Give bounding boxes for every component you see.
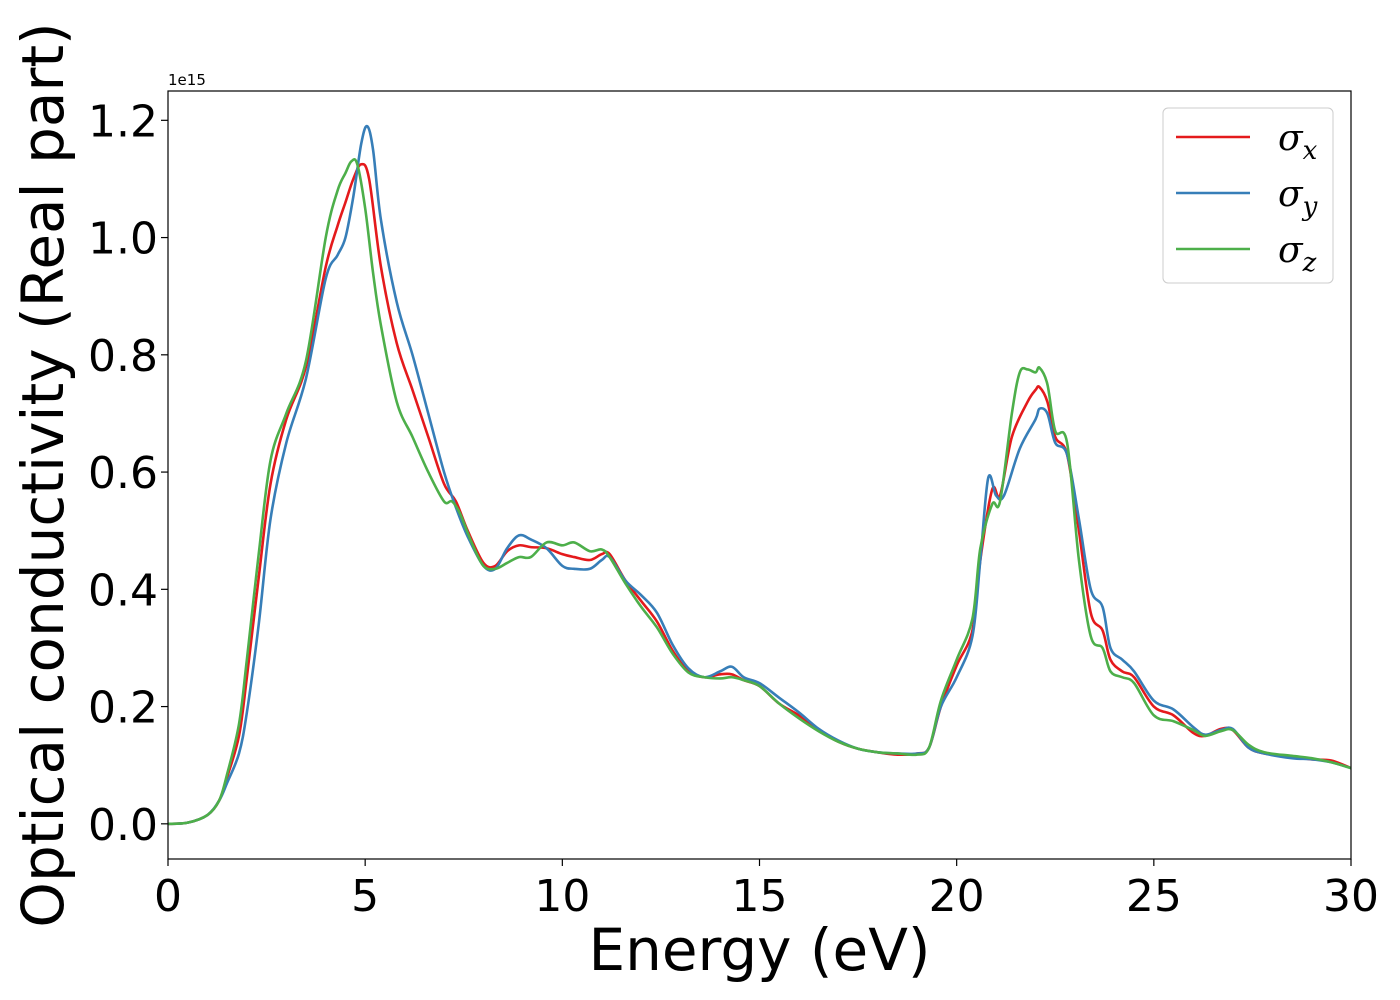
y-multiplier-label: 1e15 xyxy=(168,71,206,89)
y-tick-label: 1.2 xyxy=(88,96,158,147)
series-line-x xyxy=(168,162,1351,826)
y-tick-label: 0.2 xyxy=(88,683,158,734)
x-axis: 0 5 10 15 20 25 30 xyxy=(154,859,1379,922)
y-tick-label: 0.6 xyxy=(88,448,158,499)
series-line-y xyxy=(168,124,1351,826)
x-tick-label: 0 xyxy=(154,871,182,922)
series-line-z xyxy=(168,158,1351,826)
x-tick-label: 20 xyxy=(929,871,985,922)
x-tick-label: 25 xyxy=(1126,871,1182,922)
y-axis-label: Optical conductivity (Real part) xyxy=(9,22,77,927)
y-tick-label: 0.8 xyxy=(88,331,158,382)
x-tick-label: 15 xyxy=(732,871,788,922)
legend-box xyxy=(1162,107,1334,284)
x-tick-label: 10 xyxy=(534,871,590,922)
y-tick-label: 1.0 xyxy=(88,214,158,265)
y-axis: 0.0 0.2 0.4 0.6 0.8 1.0 1.2 xyxy=(88,96,168,851)
x-axis-label: Energy (eV) xyxy=(588,916,930,984)
series-layer xyxy=(168,124,1351,826)
y-tick-label: 0.4 xyxy=(88,565,158,616)
x-tick-label: 5 xyxy=(351,871,379,922)
x-tick-label: 30 xyxy=(1323,871,1379,922)
y-tick-label: 0.0 xyxy=(88,800,158,851)
